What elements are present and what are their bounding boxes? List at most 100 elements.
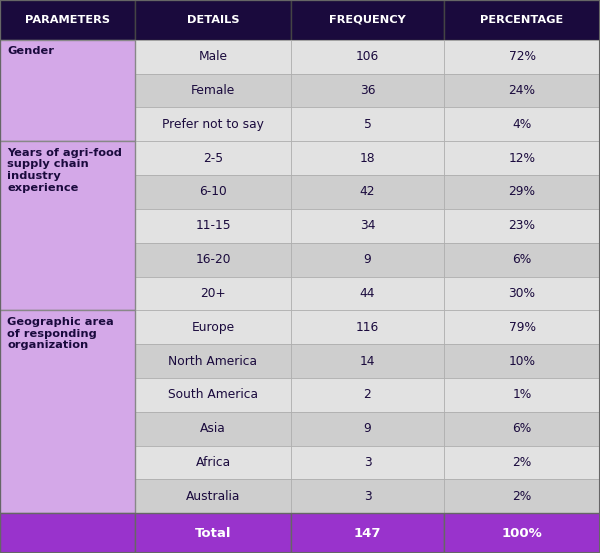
Text: 36: 36 [360,84,375,97]
Text: Prefer not to say: Prefer not to say [162,118,264,131]
Bar [291,344,444,378]
Text: Total: Total [195,526,231,540]
Text: FREQUENCY: FREQUENCY [329,15,406,25]
Text: 30%: 30% [509,287,536,300]
Bar [135,209,291,243]
Bar [135,479,291,513]
Text: Asia: Asia [200,422,226,435]
Text: 2-5: 2-5 [203,152,223,165]
Bar [444,276,600,310]
Bar [291,310,444,344]
Text: 2%: 2% [512,490,532,503]
Bar [444,40,600,74]
Text: 9: 9 [364,253,371,266]
Bar [291,513,444,553]
Text: 20+: 20+ [200,287,226,300]
Bar [444,243,600,276]
Bar [0,141,135,310]
Text: 14: 14 [360,354,375,368]
Bar [291,175,444,209]
Bar [135,276,291,310]
Bar [444,107,600,141]
Text: 42: 42 [360,185,375,199]
Bar [291,276,444,310]
Text: PARAMETERS: PARAMETERS [25,15,110,25]
Text: 3: 3 [364,456,371,469]
Bar [444,378,600,412]
Bar [0,0,135,40]
Text: South America: South America [168,388,258,401]
Bar [135,0,291,40]
Bar [135,175,291,209]
Text: 2%: 2% [512,456,532,469]
Text: 5: 5 [364,118,371,131]
Text: 4%: 4% [512,118,532,131]
Text: 106: 106 [356,50,379,63]
Text: 18: 18 [359,152,376,165]
Text: Australia: Australia [186,490,240,503]
Text: 3: 3 [364,490,371,503]
Bar [135,141,291,175]
Bar [444,344,600,378]
Text: 11-15: 11-15 [195,220,231,232]
Bar [444,209,600,243]
Text: 2: 2 [364,388,371,401]
Bar [135,310,291,344]
Text: North America: North America [169,354,257,368]
Text: 23%: 23% [509,220,536,232]
Bar [291,209,444,243]
Bar [444,74,600,107]
Text: Europe: Europe [191,321,235,333]
Bar [291,412,444,446]
Text: 6%: 6% [512,422,532,435]
Text: 72%: 72% [509,50,536,63]
Bar [291,446,444,479]
Bar [291,378,444,412]
Text: 116: 116 [356,321,379,333]
Bar [0,310,135,513]
Bar [444,446,600,479]
Text: 10%: 10% [509,354,536,368]
Text: PERCENTAGE: PERCENTAGE [481,15,563,25]
Bar [135,513,291,553]
Text: 9: 9 [364,422,371,435]
Bar [135,107,291,141]
Text: 24%: 24% [509,84,536,97]
Text: 44: 44 [360,287,375,300]
Text: 147: 147 [354,526,381,540]
Bar [135,344,291,378]
Text: Geographic area
of responding
organization: Geographic area of responding organizati… [7,317,114,350]
Bar [444,513,600,553]
Bar [291,40,444,74]
Bar [444,0,600,40]
Bar [135,412,291,446]
Bar [291,0,444,40]
Bar [135,40,291,74]
Bar [444,479,600,513]
Text: 16-20: 16-20 [195,253,231,266]
Text: 1%: 1% [512,388,532,401]
Bar [444,141,600,175]
Text: 79%: 79% [509,321,536,333]
Text: Male: Male [199,50,227,63]
Bar [135,378,291,412]
Bar [291,141,444,175]
Text: 6-10: 6-10 [199,185,227,199]
Bar [135,243,291,276]
Bar [291,74,444,107]
Bar [444,310,600,344]
Bar [0,513,135,553]
Bar [291,243,444,276]
Bar [291,479,444,513]
Bar [291,107,444,141]
Bar [135,446,291,479]
Text: Africa: Africa [196,456,230,469]
Bar [444,412,600,446]
Text: 6%: 6% [512,253,532,266]
Bar [0,40,135,141]
Bar [135,74,291,107]
Text: Gender: Gender [7,46,54,56]
Text: 34: 34 [360,220,375,232]
Text: 29%: 29% [509,185,536,199]
Text: Years of agri-food
supply chain
industry
experience: Years of agri-food supply chain industry… [7,148,122,192]
